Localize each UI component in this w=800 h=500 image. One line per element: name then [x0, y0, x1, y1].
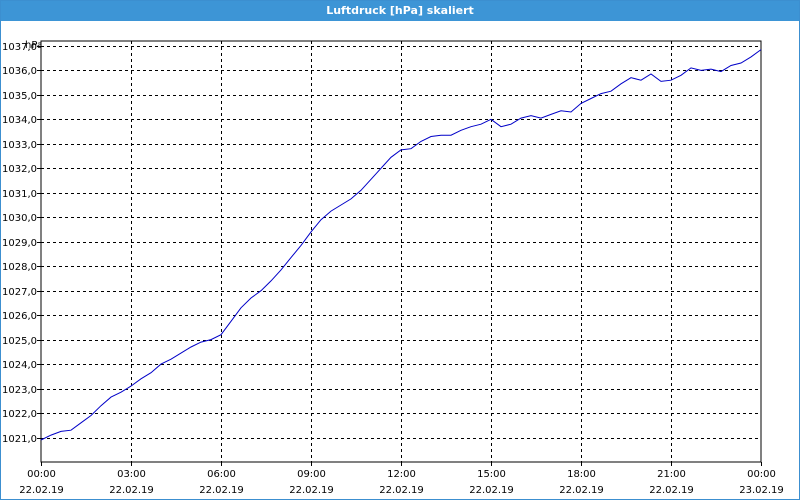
grid-lines — [41, 41, 761, 462]
x-axis-ticks: 00:00 22.02.19 03:00 22.02.19 06:00 22.02.19 0… — [19, 462, 784, 496]
x-tick-date-label: 23.02.19 — [739, 485, 784, 496]
x-tick-date-label: 22.02.19 — [469, 485, 514, 496]
y-axis-unit-label: hPa — [25, 40, 43, 51]
y-tick-label: 1026,0 — [2, 311, 37, 322]
x-tick-time-label: 00:00 — [27, 469, 56, 480]
x-tick-time-label: 21:00 — [657, 469, 686, 480]
y-tick-label: 1031,0 — [2, 189, 37, 200]
y-tick-label: 1024,0 — [2, 360, 37, 371]
pressure-chart: hPa 1021,0 1022,0 1023,0 1024,0 1025,0 1026,0… — [2, 40, 784, 496]
y-tick-label: 1036,0 — [2, 66, 37, 77]
x-tick-date-label: 22.02.19 — [199, 485, 244, 496]
x-tick-date-label: 22.02.19 — [649, 485, 694, 496]
y-tick-label: 1025,0 — [2, 336, 37, 347]
chart-title: Luftdruck [hPa] skaliert — [1, 1, 799, 21]
y-tick-label: 1022,0 — [2, 409, 37, 420]
y-tick-label: 1033,0 — [2, 140, 37, 151]
y-tick-label: 1027,0 — [2, 287, 37, 298]
x-tick-time-label: 00:00 — [747, 469, 776, 480]
x-tick-time-label: 18:00 — [567, 469, 596, 480]
y-tick-label: 1035,0 — [2, 91, 37, 102]
pressure-series-line — [40, 49, 762, 441]
y-tick-label: 1037,0 — [2, 42, 37, 53]
y-tick-label: 1028,0 — [2, 262, 37, 273]
y-tick-label: 1030,0 — [2, 213, 37, 224]
y-tick-label: 1029,0 — [2, 238, 37, 249]
y-tick-label: 1021,0 — [2, 434, 37, 445]
y-axis-ticks: 1021,0 1022,0 1023,0 1024,0 1025,0 1026,0 1027… — [2, 42, 41, 445]
x-tick-date-label: 22.02.19 — [19, 485, 64, 496]
x-tick-date-label: 22.02.19 — [559, 485, 604, 496]
y-tick-label: 1032,0 — [2, 164, 37, 175]
x-tick-time-label: 06:00 — [207, 469, 236, 480]
x-tick-time-label: 12:00 — [387, 469, 416, 480]
x-tick-date-label: 22.02.19 — [109, 485, 154, 496]
x-tick-date-label: 22.02.19 — [379, 485, 424, 496]
x-tick-date-label: 22.02.19 — [289, 485, 334, 496]
y-tick-label: 1023,0 — [2, 385, 37, 396]
y-tick-label: 1034,0 — [2, 115, 37, 126]
x-tick-time-label: 03:00 — [117, 469, 146, 480]
x-tick-time-label: 09:00 — [297, 469, 326, 480]
x-tick-time-label: 15:00 — [477, 469, 506, 480]
